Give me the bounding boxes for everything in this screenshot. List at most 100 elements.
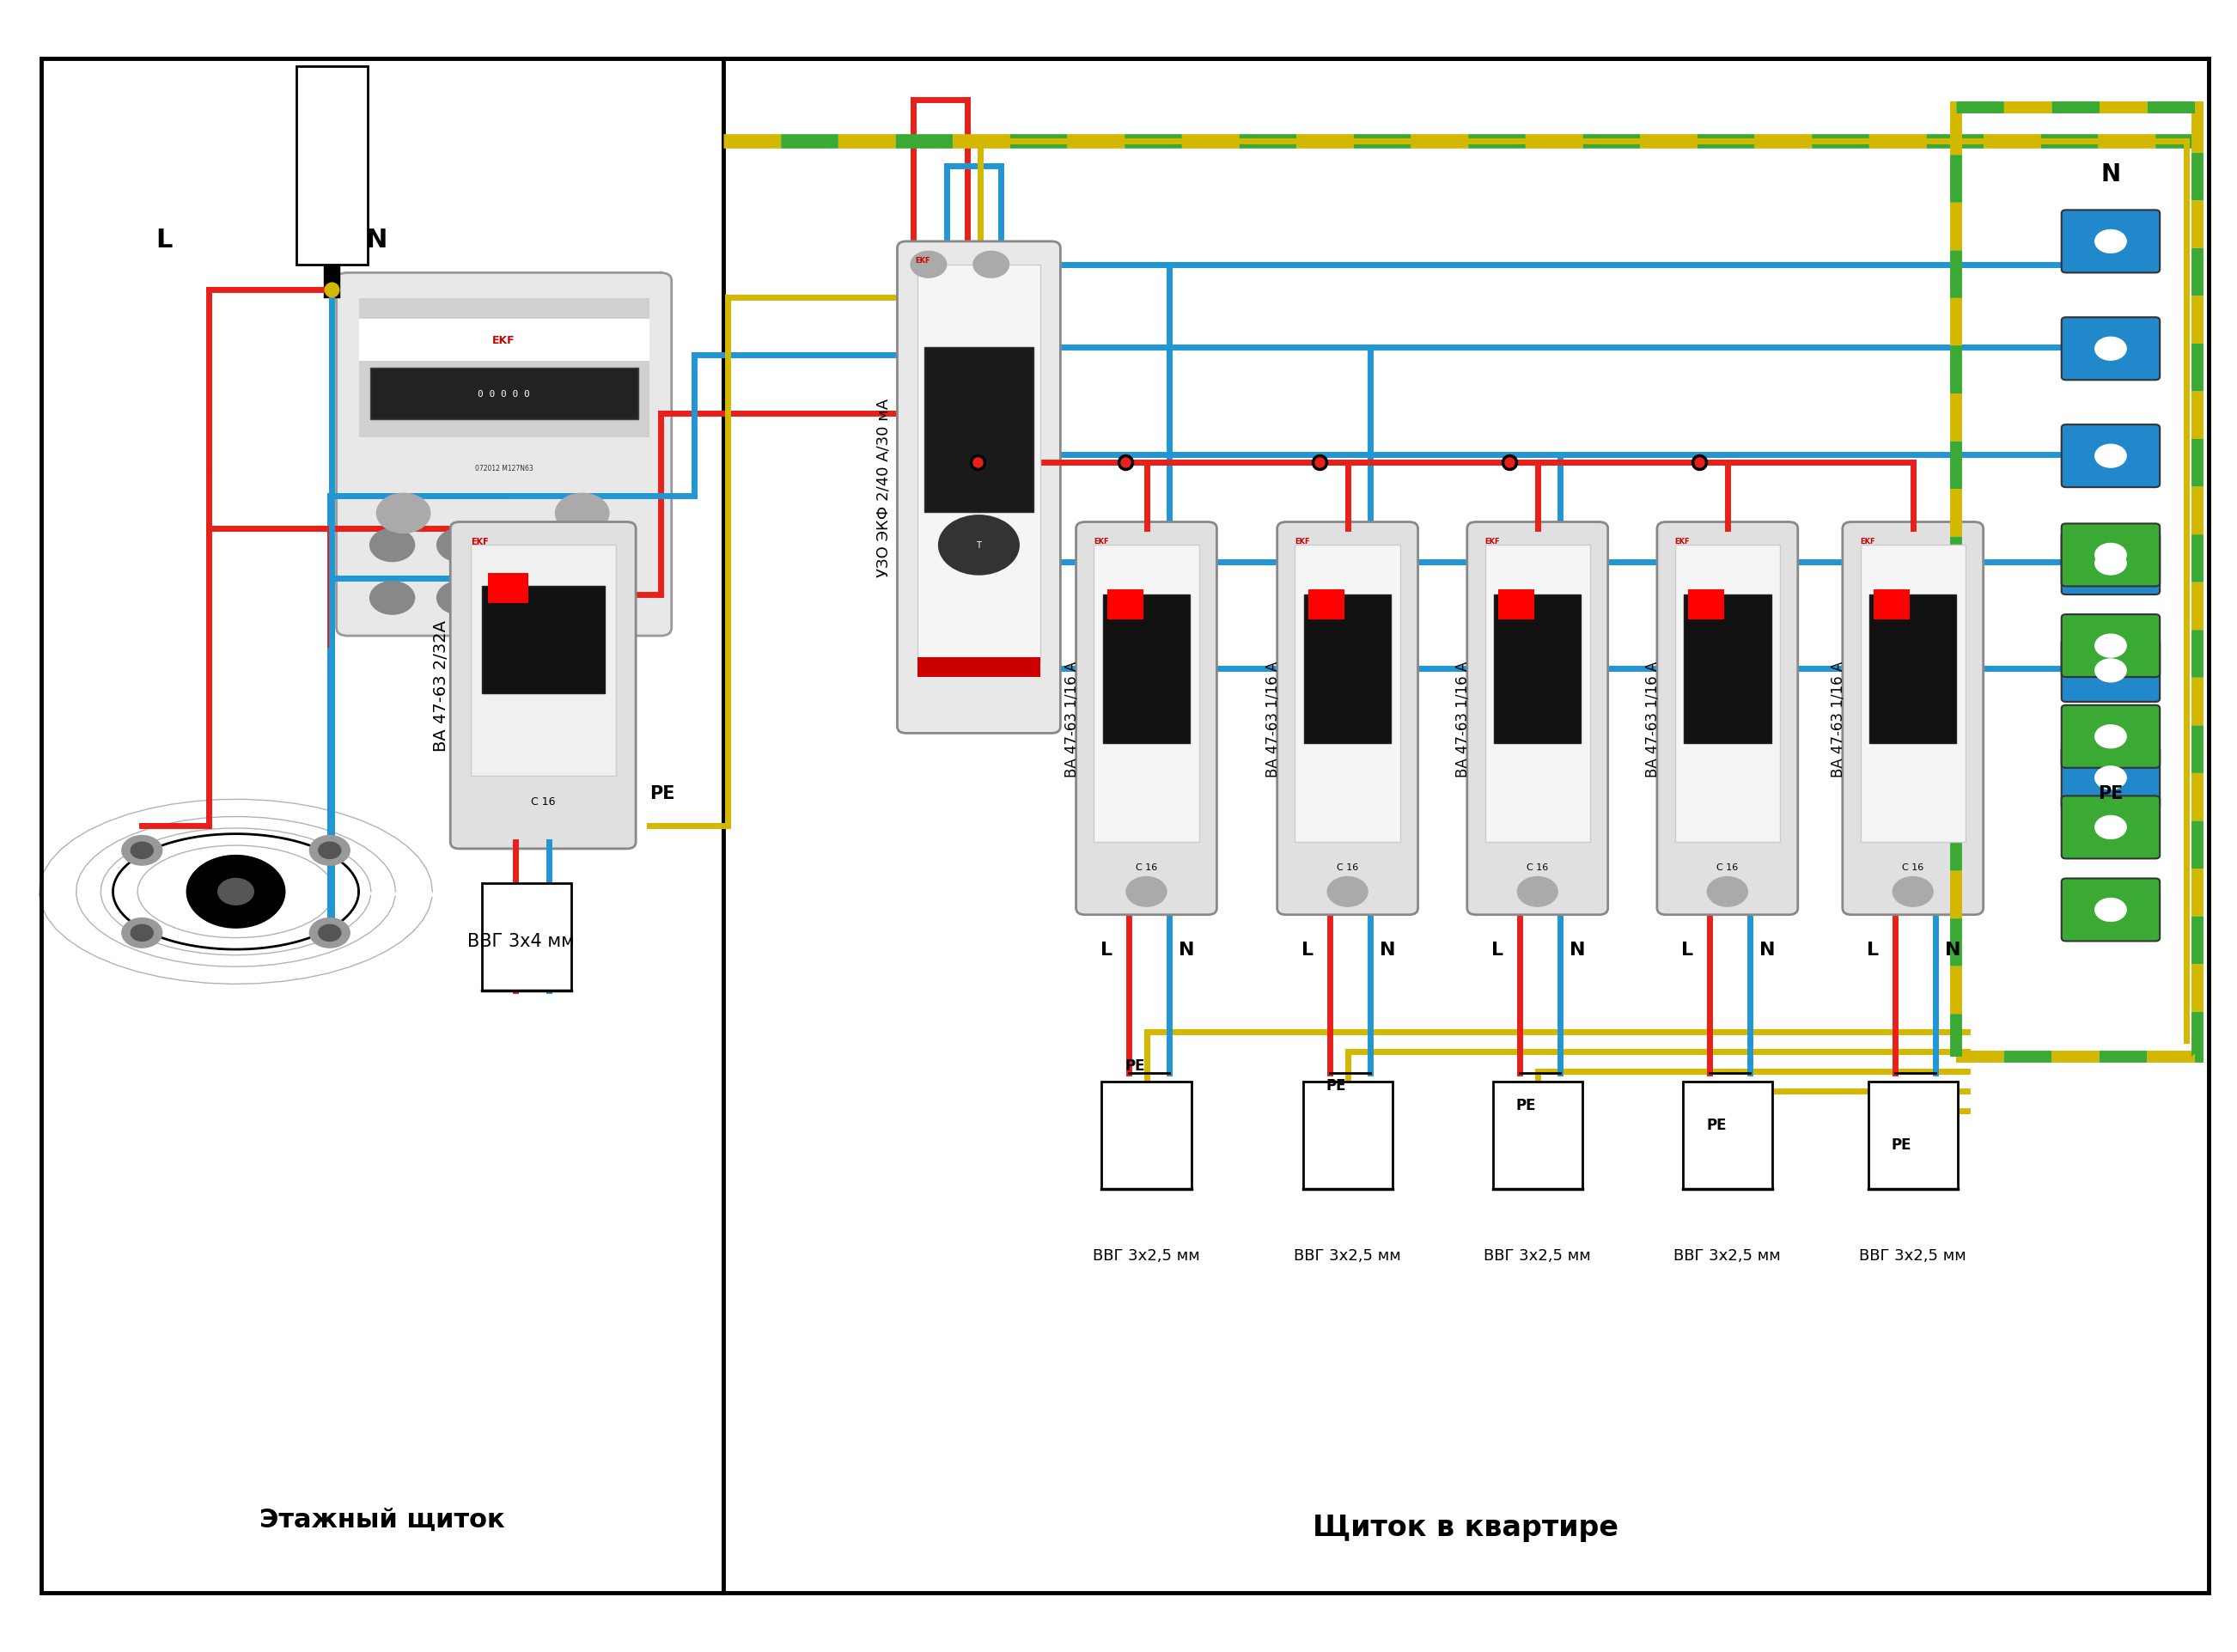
Bar <box>1870 595 1957 743</box>
Text: EKF: EKF <box>1094 537 1110 545</box>
Text: PE: PE <box>1125 1057 1145 1072</box>
Bar <box>1492 1082 1582 1189</box>
Circle shape <box>2096 725 2127 748</box>
Text: ВВГ 3х2,5 мм: ВВГ 3х2,5 мм <box>1859 1247 1966 1262</box>
Text: ВВГ 3х2,5 мм: ВВГ 3х2,5 мм <box>1293 1247 1400 1262</box>
Bar <box>358 320 649 362</box>
Text: C 16: C 16 <box>1901 862 1924 872</box>
Bar <box>1309 590 1344 620</box>
Circle shape <box>369 582 414 615</box>
Circle shape <box>2096 444 2127 468</box>
Circle shape <box>130 925 152 942</box>
FancyBboxPatch shape <box>2063 211 2161 273</box>
Text: EKF: EKF <box>492 335 515 347</box>
Text: УЗО ЭКФ 2/40 А/30 мА: УЗО ЭКФ 2/40 А/30 мА <box>877 398 893 577</box>
FancyBboxPatch shape <box>2063 532 2161 595</box>
Circle shape <box>555 494 608 534</box>
Circle shape <box>130 843 152 859</box>
FancyBboxPatch shape <box>2063 317 2161 380</box>
Circle shape <box>1707 877 1747 907</box>
Text: L: L <box>157 228 172 253</box>
Bar <box>1494 595 1582 743</box>
Text: EKF: EKF <box>1485 537 1501 545</box>
Bar <box>1957 109 2197 1057</box>
Text: ВВГ 3х2,5 мм: ВВГ 3х2,5 мм <box>1673 1247 1781 1262</box>
Text: Щиток в квартире: Щиток в квартире <box>1313 1513 1620 1541</box>
Text: L: L <box>1682 942 1693 958</box>
Text: EKF: EKF <box>1676 537 1691 545</box>
Text: PE: PE <box>2098 785 2123 801</box>
Text: N: N <box>1761 942 1776 958</box>
Text: ВА 47-63 1/16 А: ВА 47-63 1/16 А <box>1065 661 1078 776</box>
Circle shape <box>121 919 161 948</box>
Bar <box>1957 109 2197 1057</box>
Circle shape <box>318 843 340 859</box>
FancyBboxPatch shape <box>2063 747 2161 809</box>
FancyBboxPatch shape <box>1277 522 1418 915</box>
FancyBboxPatch shape <box>2063 524 2161 586</box>
Text: EKF: EKF <box>1861 537 1875 545</box>
Circle shape <box>570 529 615 562</box>
Circle shape <box>121 836 161 866</box>
Text: C 16: C 16 <box>1338 862 1358 872</box>
Circle shape <box>309 919 349 948</box>
Circle shape <box>2096 544 2127 567</box>
Bar <box>917 657 1040 677</box>
Bar <box>1094 545 1199 843</box>
Bar <box>481 586 604 694</box>
Text: T: T <box>975 542 982 550</box>
Text: L: L <box>1101 942 1112 958</box>
Text: Этажный щиток: Этажный щиток <box>259 1507 506 1531</box>
Bar <box>470 545 615 776</box>
FancyBboxPatch shape <box>1076 522 1217 915</box>
Text: ВА 47-63 1/16 А: ВА 47-63 1/16 А <box>1830 661 1846 776</box>
Text: PE: PE <box>1707 1117 1727 1132</box>
FancyBboxPatch shape <box>2063 879 2161 942</box>
Bar <box>488 573 528 603</box>
Circle shape <box>186 856 284 928</box>
Text: ВВГ 3х2,5 мм: ВВГ 3х2,5 мм <box>1483 1247 1591 1262</box>
Circle shape <box>217 879 253 905</box>
Bar <box>1682 1082 1772 1189</box>
Bar <box>917 264 1040 661</box>
Circle shape <box>2096 899 2127 922</box>
Text: N: N <box>1946 942 1962 958</box>
Bar <box>1875 590 1910 620</box>
Text: L: L <box>1302 942 1313 958</box>
Circle shape <box>973 253 1009 278</box>
Circle shape <box>2096 767 2127 790</box>
Bar <box>1676 545 1781 843</box>
Text: ВВГ 3х4 мм: ВВГ 3х4 мм <box>468 933 575 950</box>
Text: ВА 47-63 1/16 А: ВА 47-63 1/16 А <box>1264 661 1280 776</box>
Text: C 16: C 16 <box>530 796 555 806</box>
Bar <box>43 59 723 1593</box>
Circle shape <box>2096 634 2127 657</box>
FancyBboxPatch shape <box>336 273 671 636</box>
Text: PE: PE <box>649 785 676 801</box>
Circle shape <box>376 494 430 534</box>
Bar <box>1107 590 1143 620</box>
FancyBboxPatch shape <box>1658 522 1799 915</box>
Circle shape <box>436 582 481 615</box>
Text: EKF: EKF <box>1295 537 1311 545</box>
Bar <box>1689 590 1725 620</box>
Circle shape <box>309 836 349 866</box>
Circle shape <box>2096 337 2127 360</box>
Bar <box>734 84 2197 126</box>
Circle shape <box>503 582 548 615</box>
Bar <box>295 68 367 264</box>
Text: 072012 M127N63: 072012 M127N63 <box>474 464 532 472</box>
FancyBboxPatch shape <box>1843 522 1984 915</box>
FancyBboxPatch shape <box>2063 705 2161 768</box>
Text: C 16: C 16 <box>1136 862 1157 872</box>
Circle shape <box>1517 877 1557 907</box>
Circle shape <box>2096 231 2127 254</box>
Bar <box>924 347 1033 512</box>
Text: ВА 47-63 2/32А: ВА 47-63 2/32А <box>434 620 450 752</box>
Bar <box>1684 595 1772 743</box>
Bar <box>723 59 2208 1593</box>
Text: ВВГ 3х2,5 мм: ВВГ 3х2,5 мм <box>1094 1247 1199 1262</box>
Text: C 16: C 16 <box>1716 862 1738 872</box>
Circle shape <box>436 529 481 562</box>
Text: PE: PE <box>1893 1137 1913 1151</box>
